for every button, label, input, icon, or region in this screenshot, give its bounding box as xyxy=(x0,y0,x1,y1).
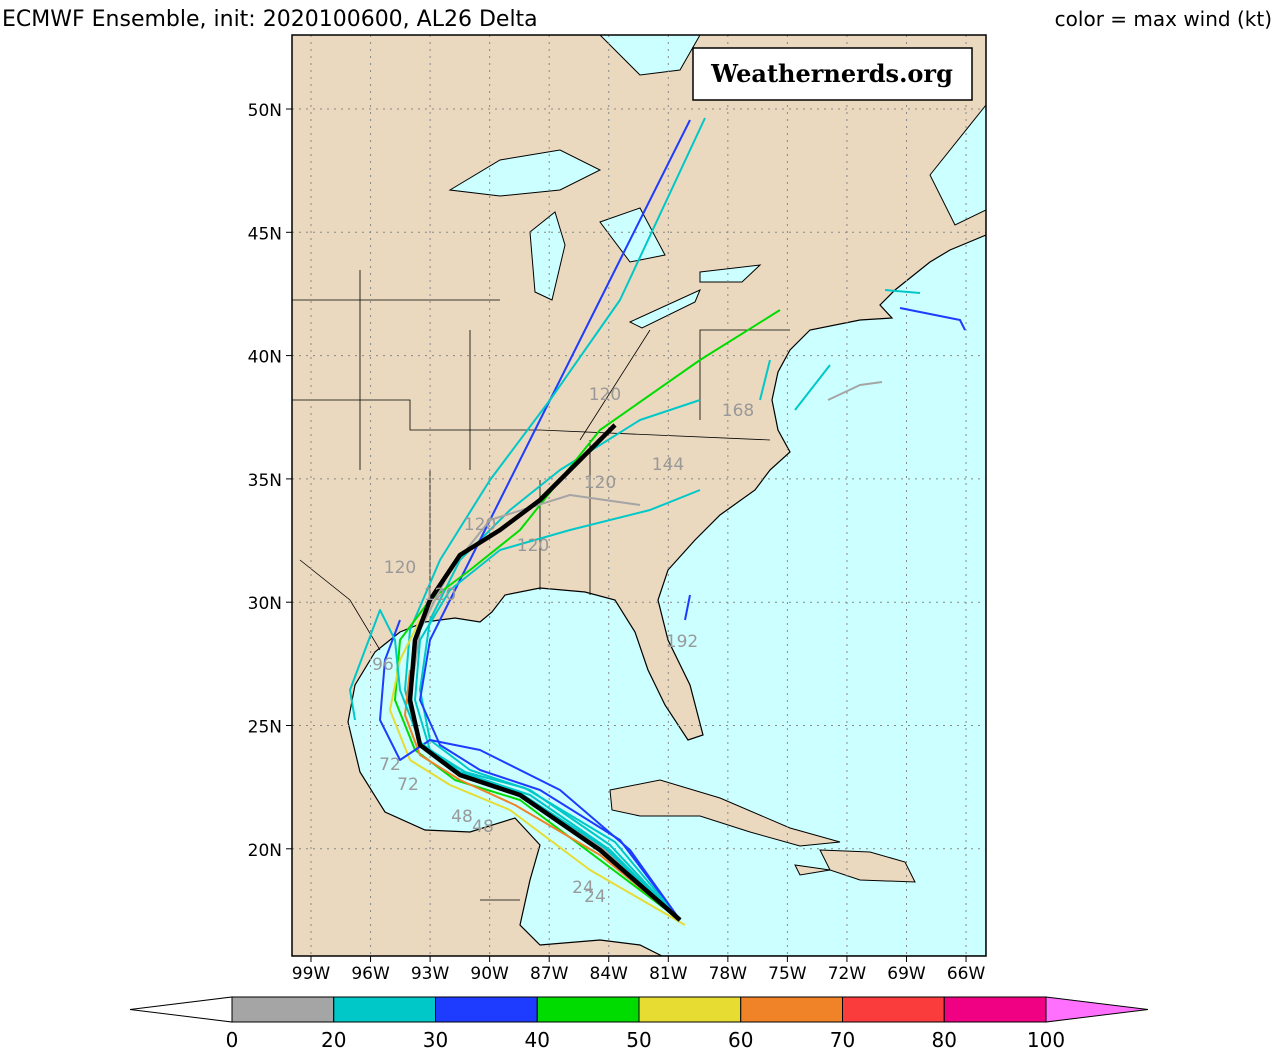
colorbar-tick-label: 70 xyxy=(830,1028,855,1052)
hour-label: 72 xyxy=(379,755,401,775)
colorbar-tick-label: 40 xyxy=(525,1028,550,1052)
colorbar-arrow-right xyxy=(1045,996,1149,1023)
colorbar-tick-label: 20 xyxy=(321,1028,346,1052)
colorbar-arrow-left xyxy=(129,996,233,1023)
colorbar-box xyxy=(638,996,742,1023)
hour-label: 120 xyxy=(517,536,549,556)
legend-note: color = max wind (kt) xyxy=(1055,7,1272,31)
colorbar-tick-label: 100 xyxy=(1027,1028,1065,1052)
lon-label: 96W xyxy=(351,964,390,984)
colorbar: 0 20 30 40 50 60 70 80 100 xyxy=(129,996,1149,1052)
colorbar-tick-label: 80 xyxy=(932,1028,957,1052)
lon-label: 99W xyxy=(292,964,331,984)
lon-label: 81W xyxy=(649,964,688,984)
hour-label: 72 xyxy=(397,775,419,795)
lon-label: 84W xyxy=(590,964,629,984)
axis-labels: 50N 45N 40N 35N 30N 25N 20N 99W 96W 93W 90W 87W 84W 8… xyxy=(248,101,986,984)
lon-label: 93W xyxy=(411,964,450,984)
colorbar-box xyxy=(435,996,538,1023)
lon-label: 75W xyxy=(768,964,807,984)
hour-label: 48 xyxy=(472,817,494,837)
lat-label: 45N xyxy=(248,224,282,244)
hour-label: 120 xyxy=(464,515,496,535)
colorbar-box xyxy=(842,996,945,1023)
borders xyxy=(292,270,790,901)
hour-label: 96 xyxy=(372,655,394,675)
colorbar-tick-label: 30 xyxy=(423,1028,448,1052)
great-lakes xyxy=(448,149,762,329)
colorbar-tick-label: 0 xyxy=(226,1028,239,1052)
hour-label: 120 xyxy=(424,585,456,605)
colorbar-box xyxy=(740,996,843,1023)
lon-label: 72W xyxy=(828,964,867,984)
hour-label: 120 xyxy=(589,385,621,405)
northern-water xyxy=(599,35,986,226)
lon-label: 87W xyxy=(530,964,569,984)
title: ECMWF Ensemble, init: 2020100600, AL26 D… xyxy=(2,7,538,32)
lat-label: 25N xyxy=(248,718,282,738)
colorbar-tick-label: 50 xyxy=(626,1028,651,1052)
hour-label: 168 xyxy=(722,401,754,421)
lat-label: 30N xyxy=(248,594,282,614)
watermark: Weathernerds.org xyxy=(710,59,953,88)
lon-label: 66W xyxy=(947,964,986,984)
sea xyxy=(347,234,986,956)
colorbar-box xyxy=(536,996,640,1023)
ensemble-tracks xyxy=(349,117,966,926)
lat-label: 40N xyxy=(248,348,282,368)
lon-label: 90W xyxy=(470,964,509,984)
colorbar-box xyxy=(943,996,1047,1023)
lon-label: 78W xyxy=(709,964,748,984)
map-frame xyxy=(291,34,987,957)
colorbar-box xyxy=(231,996,335,1023)
islands xyxy=(609,779,916,883)
hour-label: 24 xyxy=(572,878,594,898)
hour-label: 120 xyxy=(384,558,416,578)
hour-label: 48 xyxy=(451,807,473,827)
hour-label: 24 xyxy=(584,887,606,907)
hour-label: 192 xyxy=(666,632,698,652)
lat-label: 20N xyxy=(248,841,282,861)
lon-label: 69W xyxy=(887,964,926,984)
hour-label: 120 xyxy=(584,473,616,493)
watermark-box xyxy=(692,47,973,101)
hour-label: 144 xyxy=(652,455,684,475)
lat-label: 50N xyxy=(248,101,282,121)
colorbar-box xyxy=(333,996,436,1023)
colorbar-tick-label: 60 xyxy=(728,1028,753,1052)
lat-label: 35N xyxy=(248,471,282,491)
